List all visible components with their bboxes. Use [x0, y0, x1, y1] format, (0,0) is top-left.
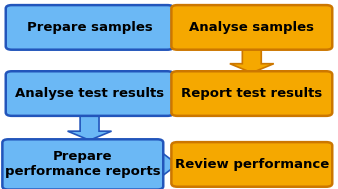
FancyBboxPatch shape	[171, 142, 332, 187]
Polygon shape	[159, 152, 177, 177]
Text: Analyse samples: Analyse samples	[189, 21, 314, 34]
Text: Prepare samples: Prepare samples	[27, 21, 152, 34]
FancyBboxPatch shape	[171, 71, 332, 116]
FancyBboxPatch shape	[2, 139, 163, 189]
Text: Analyse test results: Analyse test results	[15, 87, 164, 100]
Text: Review performance: Review performance	[175, 158, 329, 171]
Polygon shape	[230, 48, 274, 73]
Text: Report test results: Report test results	[181, 87, 322, 100]
Polygon shape	[163, 15, 179, 40]
Polygon shape	[68, 114, 112, 140]
Text: Prepare
performance reports: Prepare performance reports	[5, 150, 161, 178]
FancyBboxPatch shape	[171, 5, 332, 50]
FancyBboxPatch shape	[6, 5, 173, 50]
FancyBboxPatch shape	[6, 71, 173, 116]
Polygon shape	[167, 81, 183, 106]
